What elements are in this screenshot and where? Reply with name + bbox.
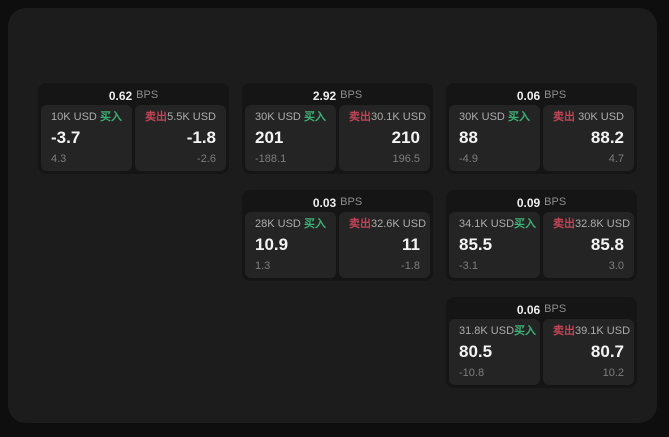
buy-label: 买入: [304, 218, 326, 230]
sell-amount: 32.6K USD: [371, 218, 427, 230]
sell-label: 卖出: [553, 325, 575, 337]
sell-change: 4.7: [608, 153, 624, 165]
quote-card: 0.03 BPS 28K USD 买入 10.9 1.3 卖出 32.6K US…: [242, 190, 433, 281]
buy-label: 买入: [514, 325, 537, 337]
sell-amount: 32.8K USD: [575, 218, 631, 230]
sell-change: 10.2: [602, 367, 624, 379]
buy-price: -3.7: [51, 128, 81, 147]
buy-tile[interactable]: 31.8K USD 买入 80.5 -10.8: [449, 319, 540, 385]
sell-amount: 30K USD: [578, 111, 624, 123]
buy-price: 80.5: [459, 342, 493, 361]
spread-unit: BPS: [544, 89, 567, 101]
buy-amount: 30K USD: [255, 111, 301, 123]
buy-tile[interactable]: 30K USD 买入 88 -4.9: [449, 105, 540, 171]
spread-header: 0.06 BPS: [449, 86, 634, 105]
sell-price: -1.8: [186, 128, 216, 147]
sell-tile[interactable]: 卖出 30.1K USD 210 196.5: [339, 105, 430, 171]
spread-unit: BPS: [340, 89, 363, 101]
buy-price: 88: [459, 128, 478, 147]
spread-value: 0.06: [516, 302, 541, 317]
trading-panel: 0.62 BPS 10K USD 买入 -3.7 4.3 卖出 5.5K USD: [8, 8, 657, 423]
sell-change: 196.5: [392, 153, 420, 165]
sell-tile[interactable]: 卖出 5.5K USD -1.8 -2.6: [135, 105, 226, 171]
quote-grid: 0.62 BPS 10K USD 买入 -3.7 4.3 卖出 5.5K USD: [38, 83, 637, 388]
sell-price: 88.2: [590, 128, 624, 147]
sell-tile[interactable]: 卖出 30K USD 88.2 4.7: [543, 105, 634, 171]
sell-label: 卖出: [349, 111, 371, 123]
sell-amount: 30.1K USD: [371, 111, 427, 123]
sell-price: 11: [402, 235, 420, 254]
buy-amount: 28K USD: [255, 218, 301, 230]
sell-label: 卖出: [553, 111, 575, 123]
buy-tile[interactable]: 28K USD 买入 10.9 1.3: [245, 212, 336, 278]
buy-change: -3.1: [459, 260, 478, 272]
buy-label: 买入: [514, 218, 537, 230]
quote-card: 0.06 BPS 30K USD 买入 88 -4.9 卖出 30K USD: [446, 83, 637, 174]
quote-body: 30K USD 买入 201 -188.1 卖出 30.1K USD 210 1…: [245, 105, 430, 171]
buy-change: -188.1: [255, 153, 287, 165]
sell-amount: 5.5K USD: [167, 111, 216, 123]
buy-change: 1.3: [255, 260, 271, 272]
quote-body: 10K USD 买入 -3.7 4.3 卖出 5.5K USD -1.8 -2.…: [41, 105, 226, 171]
sell-label: 卖出: [145, 111, 167, 123]
sell-price: 85.8: [590, 235, 624, 254]
sell-price: 210: [391, 128, 420, 147]
buy-amount: 31.8K USD: [459, 325, 515, 337]
quote-body: 30K USD 买入 88 -4.9 卖出 30K USD 88.2 4.7: [449, 105, 634, 171]
buy-change: -4.9: [459, 153, 478, 165]
spread-header: 0.09 BPS: [449, 193, 634, 212]
buy-tile[interactable]: 30K USD 买入 201 -188.1: [245, 105, 336, 171]
buy-tile[interactable]: 10K USD 买入 -3.7 4.3: [41, 105, 132, 171]
sell-amount: 39.1K USD: [575, 325, 631, 337]
quote-body: 31.8K USD 买入 80.5 -10.8 卖出 39.1K USD 80.…: [449, 319, 634, 385]
sell-tile[interactable]: 卖出 32.6K USD 11 -1.8: [339, 212, 430, 278]
spread-unit: BPS: [544, 303, 567, 315]
buy-tile[interactable]: 34.1K USD 买入 85.5 -3.1: [449, 212, 540, 278]
quote-card: 0.09 BPS 34.1K USD 买入 85.5 -3.1 卖出 32.8K…: [446, 190, 637, 281]
buy-amount: 30K USD: [459, 111, 505, 123]
sell-label: 卖出: [553, 218, 575, 230]
sell-change: -2.6: [197, 153, 216, 165]
spread-unit: BPS: [136, 89, 159, 101]
buy-label: 买入: [100, 111, 122, 123]
sell-tile[interactable]: 卖出 39.1K USD 80.7 10.2: [543, 319, 634, 385]
sell-tile[interactable]: 卖出 32.8K USD 85.8 3.0: [543, 212, 634, 278]
spread-value: 0.62: [108, 88, 133, 103]
spread-header: 0.62 BPS: [41, 86, 226, 105]
spread-value: 0.09: [516, 195, 541, 210]
spread-unit: BPS: [340, 196, 363, 208]
spread-value: 0.03: [312, 195, 337, 210]
spread-header: 2.92 BPS: [245, 86, 430, 105]
quote-card: 0.06 BPS 31.8K USD 买入 80.5 -10.8 卖出 39.1…: [446, 297, 637, 388]
buy-amount: 10K USD: [51, 111, 97, 123]
buy-change: -10.8: [459, 367, 485, 379]
spread-header: 0.06 BPS: [449, 300, 634, 319]
sell-change: 3.0: [608, 260, 624, 272]
quote-body: 28K USD 买入 10.9 1.3 卖出 32.6K USD 11 -1.8: [245, 212, 430, 278]
spread-header: 0.03 BPS: [245, 193, 430, 212]
spread-value: 2.92: [312, 88, 337, 103]
sell-price: 80.7: [590, 342, 624, 361]
buy-label: 买入: [508, 111, 530, 123]
quote-card: 2.92 BPS 30K USD 买入 201 -188.1 卖出 30.1K …: [242, 83, 433, 174]
buy-price: 85.5: [459, 235, 493, 254]
buy-amount: 34.1K USD: [459, 218, 515, 230]
quote-body: 34.1K USD 买入 85.5 -3.1 卖出 32.8K USD 85.8…: [449, 212, 634, 278]
spread-unit: BPS: [544, 196, 567, 208]
sell-label: 卖出: [349, 218, 371, 230]
buy-change: 4.3: [51, 153, 67, 165]
buy-label: 买入: [304, 111, 326, 123]
buy-price: 10.9: [255, 235, 289, 254]
quote-card: 0.62 BPS 10K USD 买入 -3.7 4.3 卖出 5.5K USD: [38, 83, 229, 174]
spread-value: 0.06: [516, 88, 541, 103]
buy-price: 201: [255, 128, 284, 147]
sell-change: -1.8: [401, 260, 420, 272]
